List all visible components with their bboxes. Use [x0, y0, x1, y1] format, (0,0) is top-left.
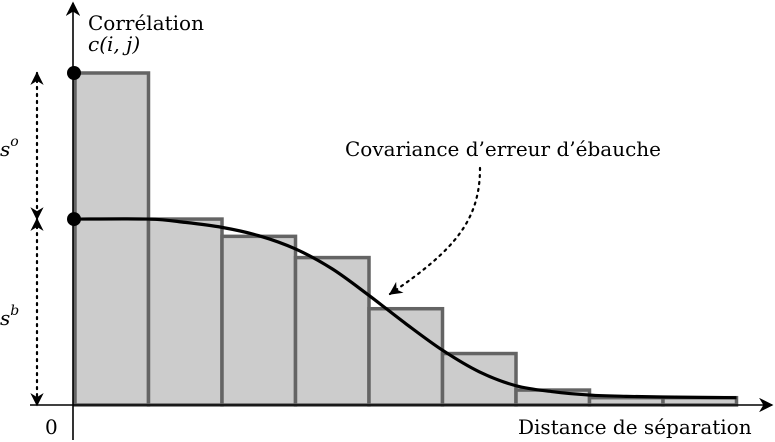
- x-axis-label: Distance de séparation: [518, 415, 752, 439]
- y-axis-label-formula: c(i, j): [88, 32, 140, 56]
- bar-2: [146, 217, 224, 407]
- s-o-label: so: [0, 134, 19, 161]
- point-2: [67, 212, 81, 227]
- points-group: [67, 66, 81, 227]
- bar-8: [587, 395, 665, 407]
- bar-4: [293, 255, 371, 407]
- bar-6: [440, 351, 518, 407]
- bar-1: [73, 71, 151, 407]
- s-b-label: sb: [0, 303, 19, 330]
- bar-3: [220, 234, 298, 407]
- s-o-superscript: o: [10, 134, 18, 150]
- covariance-curve: [74, 217, 737, 400]
- point-1: [67, 66, 81, 80]
- s-b-superscript: b: [10, 303, 19, 319]
- annotation-arrow: [388, 166, 482, 296]
- origin-label: 0: [45, 415, 58, 439]
- y-axis-label: Corrélation: [88, 11, 204, 35]
- s-o-symbol: s: [0, 137, 10, 161]
- curve-annotation-label: Covariance d’erreur d’ébauche: [345, 137, 661, 161]
- s-b-symbol: s: [0, 306, 10, 330]
- bars-group: [73, 71, 739, 407]
